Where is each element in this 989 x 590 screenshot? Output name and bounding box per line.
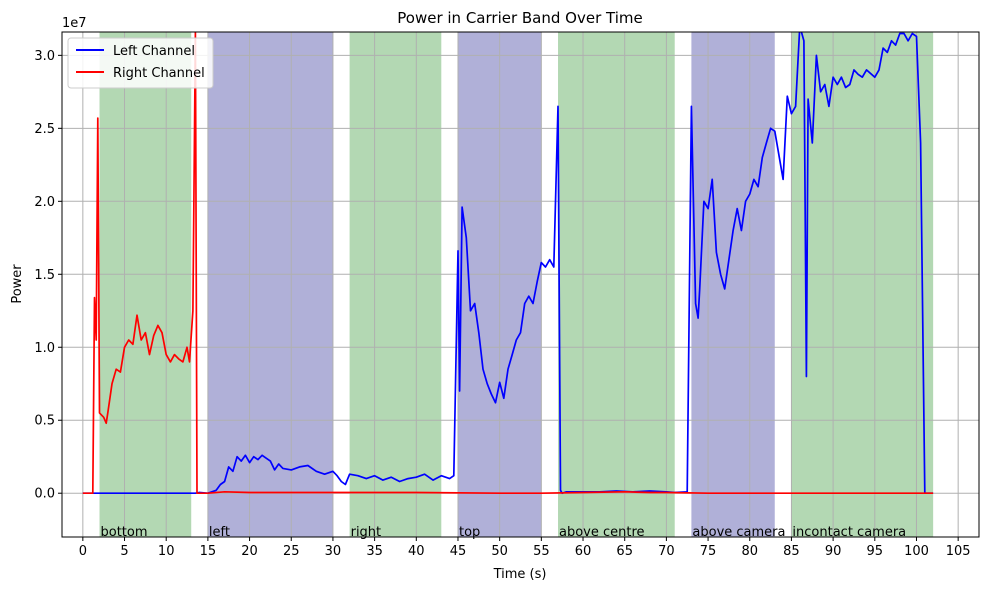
x-tick-label-18: 90 xyxy=(825,544,842,559)
x-tick-label-11: 55 xyxy=(533,544,550,559)
x-tick-label-12: 60 xyxy=(575,544,592,559)
region-label-0: bottom xyxy=(101,525,148,540)
region-label-2: right xyxy=(351,525,382,540)
y-tick-label-5: 2.5 xyxy=(34,122,55,137)
plot-frame xyxy=(61,31,980,538)
x-tick-label-16: 80 xyxy=(741,544,758,559)
x-tick-label-4: 20 xyxy=(241,544,258,559)
region-band-0 xyxy=(99,32,192,537)
y-tick-label-1: 0.5 xyxy=(34,414,55,429)
region-band-6 xyxy=(791,32,934,537)
legend-label-left: Left Channel xyxy=(113,44,195,59)
y-tick-label-3: 1.5 xyxy=(34,268,55,283)
x-tick-label-2: 10 xyxy=(158,544,175,559)
x-tick-label-3: 15 xyxy=(200,544,217,559)
y-tick-label-2: 1.0 xyxy=(34,341,55,356)
legend-box xyxy=(67,37,214,89)
x-tick-label-7: 35 xyxy=(366,544,383,559)
x-tick-label-20: 100 xyxy=(904,544,929,559)
x-tick-label-9: 45 xyxy=(450,544,467,559)
region-label-4: above centre xyxy=(559,525,645,540)
region-band-1 xyxy=(207,32,333,537)
x-axis-label: Time (s) xyxy=(493,567,547,582)
x-tick-label-6: 30 xyxy=(325,544,342,559)
y-tick-label-0: 0.0 xyxy=(34,487,55,502)
region-label-3: top xyxy=(459,525,480,540)
series-line-left-channel xyxy=(82,32,934,495)
region-band-5 xyxy=(691,32,775,537)
region-label-1: left xyxy=(209,525,230,540)
x-tick-label-5: 25 xyxy=(283,544,300,559)
y-tick-label-4: 2.0 xyxy=(34,195,55,210)
region-labels: bottom left right top above centre above came… xyxy=(101,525,907,540)
y-axis: 0.0 0.5 1.0 1.5 2.0 2.5 3.0 xyxy=(34,49,62,502)
series-layer xyxy=(82,32,934,495)
x-tick-label-17: 85 xyxy=(783,544,800,559)
x-tick-label-1: 5 xyxy=(120,544,128,559)
region-label-6: incontact camera xyxy=(792,525,906,540)
x-tick-label-13: 65 xyxy=(616,544,633,559)
y-offset-label: 1e7 xyxy=(62,16,87,31)
series-line-right-channel xyxy=(82,32,934,495)
x-tick-label-19: 95 xyxy=(867,544,884,559)
y-tick-label-6: 3.0 xyxy=(34,49,55,64)
x-tick-label-8: 40 xyxy=(408,544,425,559)
x-tick-label-0: 0 xyxy=(79,544,87,559)
x-tick-label-14: 70 xyxy=(658,544,675,559)
region-band-2 xyxy=(349,32,442,537)
y-axis-label: Power xyxy=(10,264,25,304)
region-label-5: above camera xyxy=(692,525,785,540)
legend: Left Channel Right Channel xyxy=(67,37,214,89)
x-tick-label-10: 50 xyxy=(491,544,508,559)
region-band-4 xyxy=(558,32,675,537)
chart-title: Power in Carrier Band Over Time xyxy=(397,9,642,27)
legend-label-right: Right Channel xyxy=(113,66,205,81)
x-tick-label-15: 75 xyxy=(700,544,717,559)
x-axis: 0 5 10 15 20 25 30 35 40 45 50 55 60 65 70 75 80 85 90 95 10… xyxy=(79,537,971,559)
x-tick-label-21: 105 xyxy=(946,544,971,559)
